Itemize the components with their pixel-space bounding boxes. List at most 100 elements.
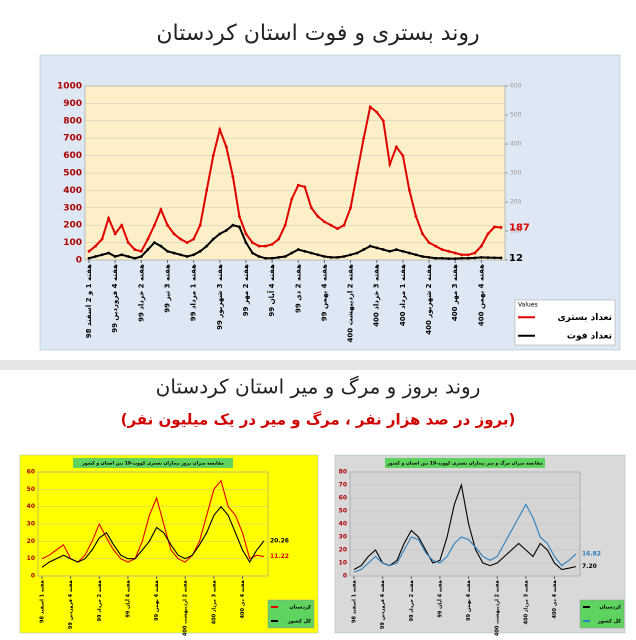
point [152, 241, 156, 245]
y-tick-label: 70 [339, 482, 347, 489]
point [375, 246, 379, 250]
point [493, 225, 496, 229]
point [466, 256, 470, 260]
point [368, 105, 372, 109]
y-tick-label: 60 [27, 469, 35, 476]
point [251, 241, 254, 245]
y-tick-label: 40 [27, 503, 35, 510]
legend-label: تعداد فوت [567, 331, 612, 341]
point [316, 253, 320, 257]
legend-title: Values [518, 302, 538, 309]
chart-title: مقایسه میزان بروز بیماران بستری کووید-19… [81, 461, 224, 467]
y-tick-label: 400 [63, 186, 82, 196]
point [336, 255, 339, 259]
data-label: 11.22 [270, 553, 289, 560]
y-tick-label: 300 [63, 203, 82, 213]
y-tick-label: 10 [27, 555, 35, 562]
point [342, 255, 346, 258]
x-tick-label: هفته 4 دی 400 [552, 579, 558, 618]
y-tick-label: 30 [27, 521, 35, 528]
point [355, 171, 359, 175]
point [251, 251, 254, 255]
y2-tick-label: 500 [510, 112, 522, 119]
data-label: 16.82 [582, 551, 601, 558]
x-tick-label: هفته 2 اردیبهشت 400 [495, 579, 501, 636]
point [198, 223, 202, 227]
point [421, 232, 424, 236]
x-tick-label: هفته 3 شهریور 99 [216, 264, 224, 330]
x-tick-label: هفته 3 خرداد 400 [373, 264, 381, 327]
point [139, 255, 143, 258]
point [290, 197, 294, 201]
point [224, 145, 228, 149]
legend-label: کل کشور [287, 619, 311, 625]
x-tick-label: هفته 2 خرداد 99 [409, 579, 415, 621]
point [362, 136, 366, 140]
series-line [41, 505, 265, 568]
point [401, 249, 405, 253]
legend-label: کردستان [289, 605, 311, 611]
y-tick-label: 0 [31, 573, 35, 580]
x-tick-label: هفته 4 دی 400 [240, 579, 246, 618]
x-tick-label: هفته 4 فروردین 99 [68, 579, 74, 629]
point [107, 251, 111, 255]
point [133, 256, 137, 260]
point [126, 241, 130, 245]
point [414, 253, 418, 257]
point [473, 256, 477, 260]
x-tick-label: هفته 2 اردیبهشت 400 [347, 264, 355, 343]
data-label: 12 [509, 253, 523, 264]
point [283, 255, 287, 258]
point [342, 223, 346, 227]
point [270, 242, 274, 246]
chart-title: مقایسه میزان مرگ و میر بیماران بستری کوو… [386, 460, 543, 467]
point [434, 256, 438, 260]
y-tick-label: 700 [63, 134, 82, 144]
point [113, 232, 117, 236]
heading: روند بروز و مرگ و میر استان کردستان [156, 375, 481, 399]
y-tick-label: 50 [27, 486, 35, 493]
y-tick-label: 900 [63, 99, 82, 109]
point [120, 253, 124, 257]
x-tick-label: هفته 4 فروردین 99 [111, 264, 119, 333]
point [414, 215, 418, 218]
y-tick-label: 500 [63, 169, 82, 179]
point [453, 257, 457, 261]
point [231, 223, 235, 227]
point [486, 256, 490, 259]
point [257, 244, 261, 248]
point [309, 206, 313, 210]
point [133, 248, 137, 251]
point [224, 229, 228, 232]
y2-tick-label: 600 [510, 83, 522, 90]
point [447, 257, 451, 261]
x-tick-label: هفته 4 بهمن 99 [154, 579, 160, 620]
x-tick-label: هفته 2 دی 99 [294, 264, 302, 313]
point [460, 253, 464, 257]
point [349, 206, 352, 210]
x-tick-label: هفته 3 مرداد 400 [211, 579, 217, 624]
legend-label: تعداد بستری [557, 313, 612, 323]
y-tick-label: 20 [339, 547, 347, 554]
point [146, 248, 150, 251]
point [453, 251, 457, 255]
subtitle: (بروز در صد هزار نفر ، مرگ و میر در یک م… [121, 411, 516, 429]
point [296, 248, 300, 251]
point [381, 248, 385, 251]
y-tick-label: 50 [339, 508, 347, 515]
point [447, 249, 451, 253]
point [159, 208, 163, 211]
x-tick-label: هفته 2 مهر 99 [242, 264, 250, 316]
point [323, 220, 326, 224]
data-label: 20.26 [270, 537, 289, 544]
y-tick-label: 600 [63, 151, 82, 161]
y-tick-label: 800 [63, 116, 82, 126]
point [205, 244, 209, 248]
legend-label: کردستان [599, 605, 621, 611]
point [100, 237, 104, 241]
point [87, 249, 91, 253]
point [316, 215, 320, 218]
point [479, 244, 483, 248]
point [87, 256, 91, 260]
x-tick-label: هفته 1 و 2 اسفند 98 [85, 264, 93, 338]
